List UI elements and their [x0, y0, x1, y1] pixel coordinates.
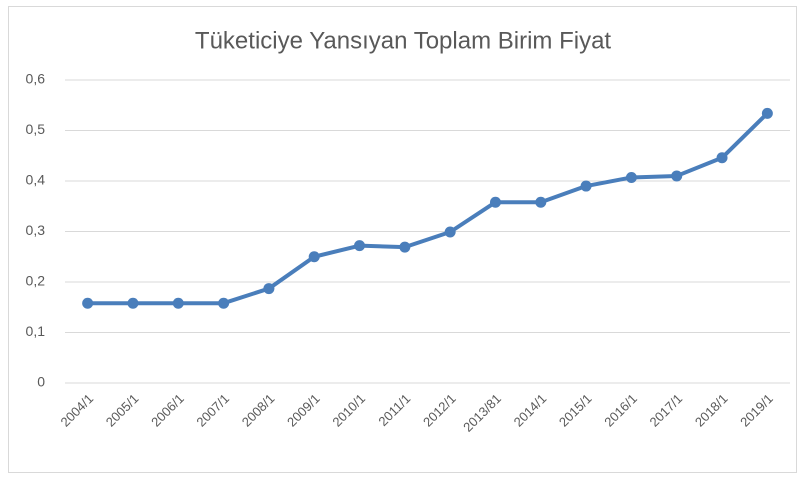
y-tick-label: 0,2 [26, 273, 46, 289]
point [761, 107, 773, 119]
point [218, 297, 230, 309]
line [87, 111, 769, 306]
point [671, 170, 683, 182]
point [82, 297, 94, 309]
y-tick-label: 0,5 [26, 121, 46, 137]
y-tick-label: 0,4 [26, 172, 46, 188]
point [489, 196, 501, 208]
point [354, 240, 366, 252]
point [308, 251, 320, 263]
y-tick-label: 0 [37, 374, 45, 390]
point [580, 180, 592, 192]
point [172, 297, 184, 309]
point [263, 283, 275, 295]
y-tick-label: 0,3 [26, 222, 46, 238]
point [625, 171, 637, 183]
y-tick-label: 0,6 [26, 71, 46, 87]
point [127, 297, 139, 309]
point [716, 152, 728, 164]
point [399, 241, 411, 253]
y-tick-label: 0,1 [26, 323, 46, 339]
point [535, 196, 547, 208]
chart-title: Tüketiciye Yansıyan Toplam Birim Fiyat [195, 27, 611, 54]
chart-frame [8, 6, 797, 473]
point [444, 226, 456, 238]
